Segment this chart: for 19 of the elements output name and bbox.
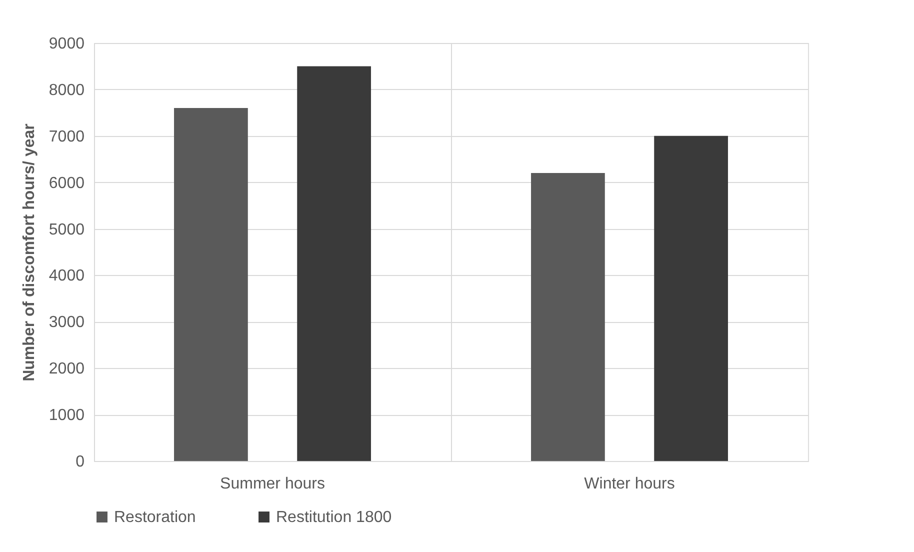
- x-tick-label: Summer hours: [220, 476, 325, 492]
- bar: [174, 108, 248, 461]
- y-tick-label: 6000: [48, 174, 85, 192]
- bar: [297, 66, 371, 461]
- bar: [654, 136, 728, 461]
- y-tick-label: 2000: [48, 360, 85, 378]
- y-tick-label: 8000: [48, 82, 85, 99]
- y-tick-label: 4000: [48, 268, 85, 285]
- legend-label: Restitution 1800: [276, 509, 392, 526]
- y-tick-label: 7000: [48, 128, 85, 146]
- y-tick-label: 1000: [48, 407, 85, 424]
- y-tick-label: 5000: [48, 221, 85, 238]
- y-axis-title: Number of discomfort hours/ year: [20, 124, 38, 382]
- x-tick-label: Winter hours: [584, 476, 675, 492]
- y-tick-label: 0: [76, 454, 85, 470]
- y-tick-label: 9000: [48, 36, 85, 52]
- legend-label: Restoration: [114, 509, 196, 526]
- y-tick-label: 3000: [48, 314, 85, 332]
- bar: [531, 173, 605, 461]
